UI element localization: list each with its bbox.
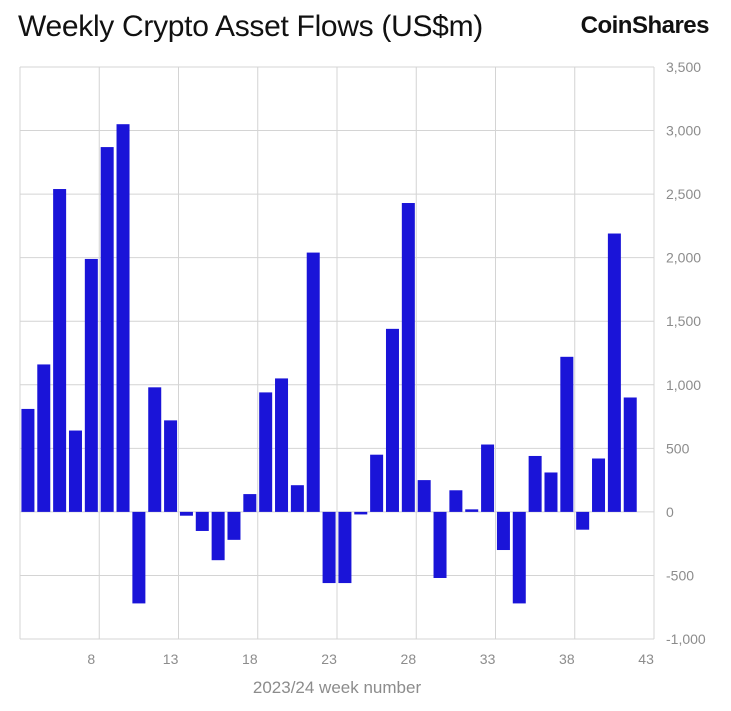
x-tick-label: 43 bbox=[638, 651, 654, 667]
y-tick-label: 1,500 bbox=[666, 313, 701, 329]
bar-week-40 bbox=[592, 458, 606, 512]
y-tick-label: 1,000 bbox=[666, 377, 701, 393]
bar-week-5 bbox=[37, 364, 51, 512]
x-tick-label: 33 bbox=[480, 651, 496, 667]
x-tick-label: 38 bbox=[559, 651, 575, 667]
bar-week-4 bbox=[21, 408, 35, 512]
bar-week-39 bbox=[576, 511, 590, 530]
x-tick-label: 23 bbox=[321, 651, 337, 667]
bar-week-28 bbox=[401, 203, 415, 512]
bars bbox=[21, 124, 637, 604]
bar-week-29 bbox=[417, 480, 431, 512]
bar-week-25 bbox=[354, 511, 368, 515]
x-tick-label: 18 bbox=[242, 651, 258, 667]
bar-week-19 bbox=[259, 392, 273, 512]
y-axis-ticks: 3,500 3,000 2,500 2,000 1,500 1,000 500 0 -500 -1… bbox=[666, 59, 706, 647]
x-tick-label: 13 bbox=[163, 651, 179, 667]
bar-week-7 bbox=[68, 430, 82, 512]
y-tick-label: 3,500 bbox=[666, 59, 701, 75]
y-tick-label: 2,500 bbox=[666, 186, 701, 202]
bar-week-42 bbox=[623, 397, 637, 512]
bar-week-12 bbox=[148, 387, 162, 512]
bar-week-32 bbox=[465, 509, 479, 512]
x-axis-label: 2023/24 week number bbox=[253, 678, 422, 697]
bar-week-15 bbox=[195, 511, 209, 531]
x-axis-ticks: 8 13 18 23 28 33 38 43 bbox=[87, 651, 654, 667]
y-tick-label: 0 bbox=[666, 504, 674, 520]
bar-week-8 bbox=[84, 258, 98, 512]
y-tick-label: -500 bbox=[666, 567, 694, 583]
y-tick-label: -1,000 bbox=[666, 631, 706, 647]
x-tick-label: 28 bbox=[401, 651, 417, 667]
coinshares-logo: CoinShares bbox=[580, 12, 710, 39]
bar-week-24 bbox=[338, 511, 352, 584]
bar-week-11 bbox=[132, 511, 146, 604]
bar-week-21 bbox=[290, 485, 304, 512]
y-tick-label: 500 bbox=[666, 440, 690, 456]
bar-week-17 bbox=[227, 511, 241, 540]
bar-week-30 bbox=[433, 511, 447, 578]
bar-week-6 bbox=[53, 189, 67, 512]
bar-week-22 bbox=[306, 252, 320, 512]
bar-week-34 bbox=[496, 511, 510, 551]
y-tick-label: 3,000 bbox=[666, 123, 701, 139]
bar-week-16 bbox=[211, 511, 225, 561]
bar-week-13 bbox=[164, 420, 178, 512]
bar-week-23 bbox=[322, 511, 336, 584]
bar-week-38 bbox=[560, 356, 574, 512]
bar-week-10 bbox=[116, 124, 130, 512]
bar-week-33 bbox=[481, 444, 495, 512]
bar-week-35 bbox=[512, 511, 526, 604]
grid-lines bbox=[19, 66, 655, 640]
y-tick-label: 2,000 bbox=[666, 250, 701, 266]
bar-week-26 bbox=[370, 454, 384, 512]
bar-week-20 bbox=[275, 378, 289, 512]
chart-title: Weekly Crypto Asset Flows (US$m) bbox=[18, 10, 483, 43]
bar-week-27 bbox=[385, 328, 399, 512]
bar-week-31 bbox=[449, 490, 463, 512]
bar-week-36 bbox=[528, 455, 542, 512]
bar-week-18 bbox=[243, 494, 257, 512]
bar-week-14 bbox=[179, 511, 193, 516]
x-tick-label: 8 bbox=[87, 651, 95, 667]
bar-week-37 bbox=[544, 472, 558, 512]
bar-week-41 bbox=[607, 233, 621, 512]
bar-week-9 bbox=[100, 147, 114, 512]
